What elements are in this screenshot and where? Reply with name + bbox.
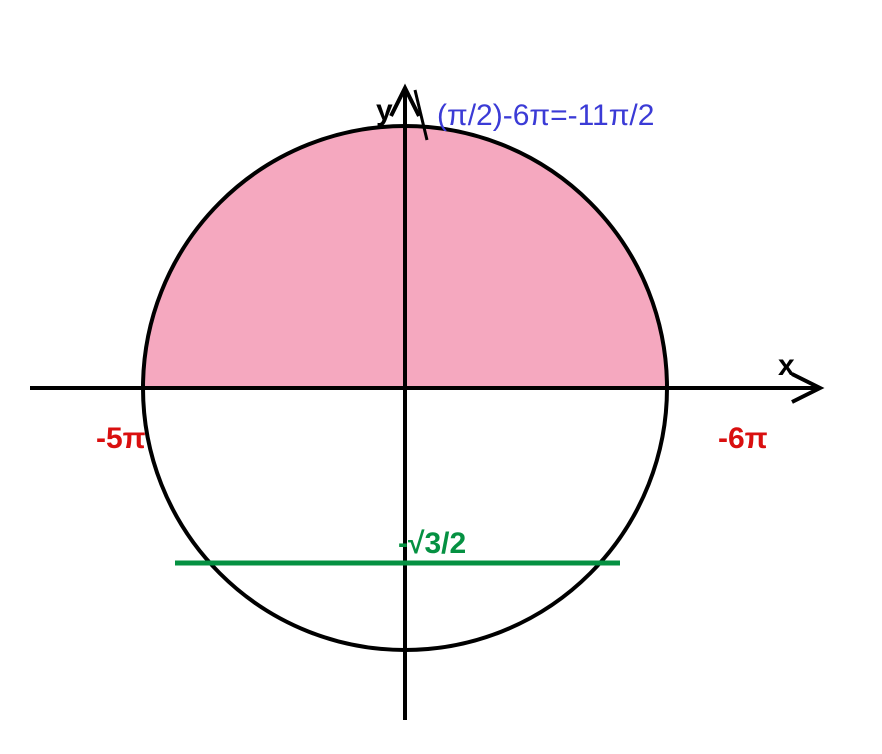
y-axis-label: y bbox=[376, 94, 393, 127]
x-axis-label: x bbox=[778, 349, 795, 382]
chord-value-label: -√3/2 bbox=[398, 527, 466, 560]
left-point-label: -5π bbox=[96, 422, 146, 455]
unit-circle-diagram: y x (π/2)-6π=-11π/2 -5π -6π -√3/2 bbox=[0, 0, 882, 754]
top-equation-label: (π/2)-6π=-11π/2 bbox=[437, 99, 654, 132]
right-point-label: -6π bbox=[718, 422, 768, 455]
